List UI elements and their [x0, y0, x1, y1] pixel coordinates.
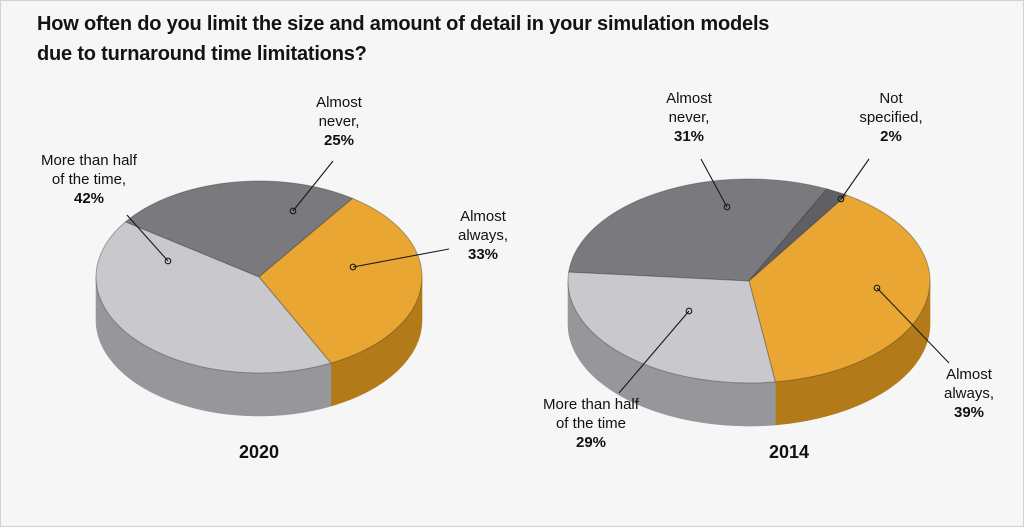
leader-line-almost-always [352, 248, 450, 268]
leader-dot-almost-never [289, 207, 297, 215]
leader-line-almost-never [292, 160, 334, 212]
slice-percent: 33% [467, 246, 499, 264]
leader-line-more-than-half [618, 310, 690, 394]
slice-2020-more-than-half-top [95, 221, 332, 374]
slice-percent: 2% [880, 128, 902, 146]
slice-2014-not-specified-top [748, 188, 848, 282]
slice-2014-almost-always-top [748, 194, 931, 383]
leader-dot-almost-always [349, 263, 357, 271]
slice-2020-almost-always-top [258, 197, 423, 364]
label-2014-almost-never: Almost never, 31% [639, 89, 739, 147]
leader-line-almost-never [700, 158, 728, 208]
leader-line-almost-always [876, 287, 950, 364]
leader-dot-almost-never [723, 203, 731, 211]
slice-label-text: Almost always, [943, 366, 995, 403]
slice-percent: 25% [323, 132, 355, 150]
leader-line-more-than-half [126, 214, 169, 262]
slice-2014-more-than-half-top [567, 271, 776, 384]
year-label-2020: 2020 [238, 442, 280, 462]
slice-2014-almost-never-top [568, 178, 828, 282]
slice-percent: 29% [575, 434, 607, 452]
leader-dot-more-than-half [685, 307, 693, 315]
leader-line-not-specified [840, 158, 870, 200]
leader-dot-more-than-half [164, 257, 172, 265]
leader-dot-not-specified [837, 195, 845, 203]
slice-label-text: Almost never, [666, 90, 712, 127]
label-2014-not-specified: Not specified, 2% [841, 89, 941, 147]
slice-label-text: More than half of the time, [41, 152, 137, 189]
label-2014-almost-always: Almost always, 39% [919, 365, 1019, 423]
slice-label-text: Not specified, [859, 90, 923, 127]
slice-2020-almost-never-top [124, 180, 354, 278]
slice-percent: 42% [73, 190, 105, 208]
chart-title: How often do you limit the size and amou… [37, 13, 770, 65]
label-2020-almost-never: Almost never, 25% [289, 93, 389, 151]
pie-chart-2020 [95, 180, 423, 417]
slice-label-text: Almost never, [316, 94, 362, 131]
slice-label-text: Almost always, [457, 208, 509, 245]
slice-percent: 31% [673, 128, 705, 146]
label-2020-more-than-half: More than half of the time, 42% [19, 151, 159, 209]
leader-dot-almost-always [873, 284, 881, 292]
label-2014-more-than-half: More than half of the time 29% [521, 395, 661, 453]
label-2020-almost-always: Almost always, 33% [433, 207, 533, 265]
slice-label-text: More than half of the time [543, 396, 639, 433]
slice-percent: 39% [953, 404, 985, 422]
year-label-2014: 2014 [768, 442, 810, 462]
pie-chart-2014 [567, 178, 931, 427]
